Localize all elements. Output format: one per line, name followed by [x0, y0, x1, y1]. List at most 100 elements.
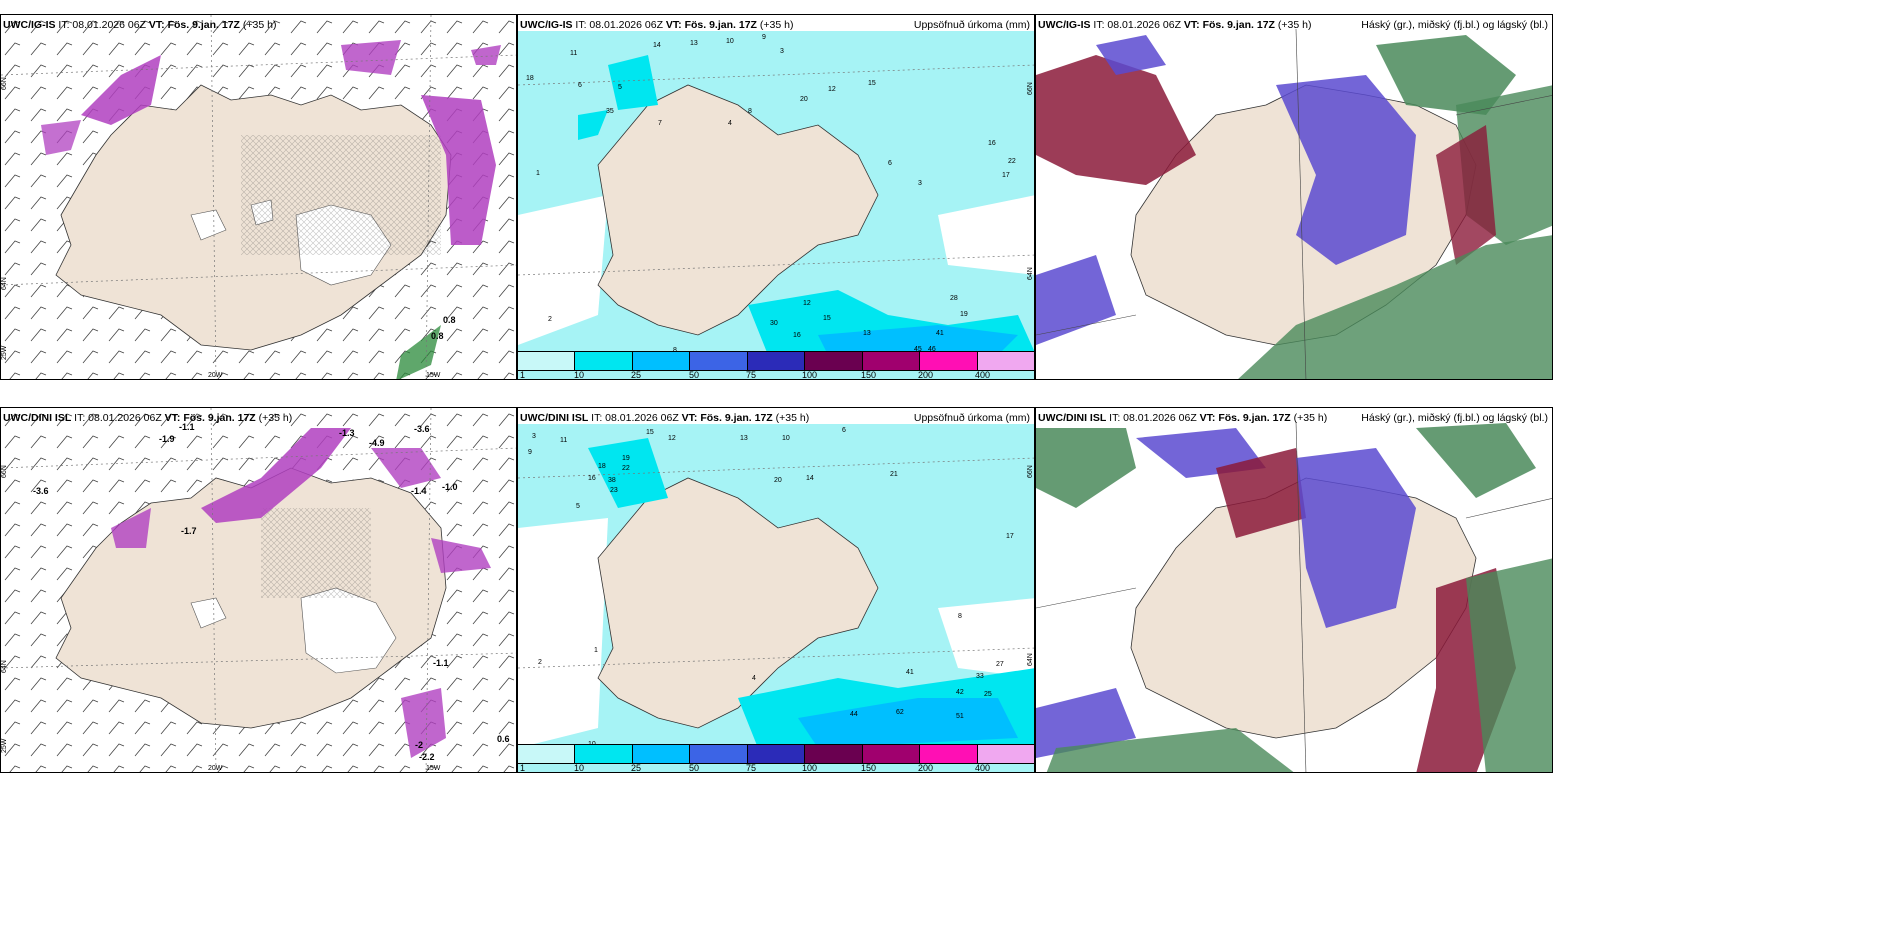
colorbar-swatch	[862, 745, 921, 763]
value-label: 30	[770, 320, 778, 327]
colorbar-label: 150	[861, 763, 877, 773]
value-label: 1	[536, 170, 540, 177]
value-label: -1.1	[433, 658, 449, 668]
colorbar-swatch	[920, 745, 978, 763]
value-label: 41	[936, 330, 944, 337]
precip-values: 3 9 11 15 12 13 10 6 16 18 5 19 22 23 38…	[528, 427, 1014, 748]
value-label: 41	[906, 669, 914, 676]
value-label: -1.0	[442, 482, 458, 492]
colorbar-swatch	[747, 352, 806, 370]
value-label: -3.6	[414, 424, 430, 434]
panel-title: Háský (gr.), miðský (fj.bl.) og lágský (…	[1361, 19, 1548, 31]
lat-label-64n: 64N	[1, 660, 8, 673]
value-label: 16	[988, 140, 996, 147]
lon-label-25w: 25W	[1, 345, 8, 360]
colorbar-swatch	[690, 352, 748, 370]
colorbar-swatch	[575, 745, 633, 763]
value-label: 20	[774, 477, 782, 484]
lead-time: (+35 h)	[775, 412, 810, 424]
value-label: 23	[610, 487, 618, 494]
colorbar-label: 150	[861, 370, 877, 380]
colorbar-swatch	[518, 745, 576, 763]
value-label: 10	[726, 38, 734, 45]
lead-time: (+35 h)	[258, 412, 293, 424]
value-label: 62	[896, 709, 904, 716]
colorbar-swatch	[518, 352, 576, 370]
wind-temperature-map: 66N 64N 25W 20W 15W 0.8 0.8	[1, 15, 516, 379]
lon-label-20w: 20W	[208, 372, 223, 379]
value-label: 17	[1006, 533, 1014, 540]
colorbar-label: 10	[574, 763, 585, 773]
value-label: -1.7	[181, 526, 197, 536]
value-label: 3	[918, 180, 922, 187]
value-label: 11	[570, 50, 577, 57]
value-label: 27	[996, 661, 1004, 668]
init-time: IT: 08.01.2026 06Z	[591, 412, 679, 424]
precipitation-map: 66N 64N 3 9 11 15 12 13 10 6 16 18 5 19 …	[518, 424, 1034, 772]
value-label: 25	[984, 691, 992, 698]
valid-time: VT: Fös. 9.jan. 17Z	[681, 412, 773, 424]
panel-header: UWC/IG-IS IT: 08.01.2026 06Z VT: Fös. 9.…	[520, 19, 793, 31]
colorbar-label: 400	[975, 370, 991, 380]
value-label: 9	[528, 449, 532, 456]
colorbar-label: 1	[520, 370, 526, 380]
value-label: 44	[850, 711, 858, 718]
colorbar-label: 25	[631, 763, 642, 773]
value-label: 3	[532, 433, 536, 440]
colorbar-label: 75	[746, 763, 757, 773]
value-label: -1.9	[159, 434, 175, 444]
value-label: 0.8	[443, 315, 456, 325]
panel-igis-precip: UWC/IG-IS IT: 08.01.2026 06Z VT: Fös. 9.…	[517, 14, 1035, 380]
lat-label-66n: 66N	[1, 77, 8, 90]
value-label: 2	[548, 316, 552, 323]
lon-label-25w: 25W	[1, 738, 8, 753]
panel-dini-clouds: UWC/DINI ISL IT: 08.01.2026 06Z VT: Fös.…	[1035, 407, 1553, 773]
model-name: UWC/IG-IS	[520, 19, 573, 31]
value-label: 42	[956, 689, 964, 696]
colorbar-label: 50	[689, 763, 700, 773]
lat-label-64n: 64N	[1, 277, 8, 290]
value-label: 7	[658, 120, 662, 127]
panel-title: Uppsöfnuð úrkoma (mm)	[913, 412, 1030, 424]
value-label: 51	[956, 713, 964, 720]
valid-time: VT: Fös. 9.jan. 17Z	[148, 19, 240, 31]
value-label: 20	[800, 96, 808, 103]
value-label: 8	[748, 108, 752, 115]
value-label: 1	[594, 647, 598, 654]
lon-label-15w: 15W	[426, 372, 441, 379]
value-label: 18	[526, 75, 534, 82]
value-label: -4.9	[369, 438, 385, 448]
value-label: 10	[782, 435, 790, 442]
value-label: 0.6	[497, 734, 510, 744]
value-label: 15	[646, 429, 654, 436]
precip-values: 18 11 14 13 10 9 3 15 6 5 12 35 7 8 20 1…	[526, 34, 1016, 354]
model-name: UWC/IG-IS	[3, 19, 56, 31]
cloud-cover-map	[1036, 421, 1552, 772]
colorbar-label: 100	[802, 370, 818, 380]
value-label: -1.4	[411, 486, 427, 496]
valid-time: VT: Fös. 9.jan. 17Z	[164, 412, 256, 424]
value-label: -2	[415, 740, 423, 750]
lat-label-66n: 66N	[1, 465, 8, 478]
wind-temperature-map: 66N 64N 25W 20W 15W -1.1 -1.9 -3.6 -1.3 …	[1, 408, 516, 772]
iceland-landmass	[597, 477, 879, 729]
value-label: 5	[576, 503, 580, 510]
panel-header: UWC/DINI ISL IT: 08.01.2026 06Z VT: Fös.…	[3, 412, 292, 424]
colorbar-swatch	[575, 352, 633, 370]
colorbar-label: 400	[975, 763, 991, 773]
colorbar-label: 25	[631, 370, 642, 380]
model-name: UWC/DINI ISL	[520, 412, 589, 424]
value-label: 0.8	[431, 331, 444, 341]
value-label: 19	[622, 455, 630, 462]
colorbar-label: 100	[802, 763, 818, 773]
panel-header: UWC/DINI ISL IT: 08.01.2026 06Z VT: Fös.…	[520, 412, 809, 424]
cloud-cover-map	[1036, 28, 1552, 379]
value-label: 12	[803, 300, 811, 307]
model-name: UWC/DINI ISL	[1038, 412, 1107, 424]
value-label: 6	[888, 160, 892, 167]
colorbar-swatch	[632, 352, 691, 370]
panel-header: UWC/DINI ISL IT: 08.01.2026 06Z VT: Fös.…	[1038, 412, 1327, 424]
value-label: 13	[863, 330, 871, 337]
value-label: 18	[598, 463, 606, 470]
precip-colorbar: 1 10 25 50 75 100 150 200 400	[518, 351, 1034, 379]
